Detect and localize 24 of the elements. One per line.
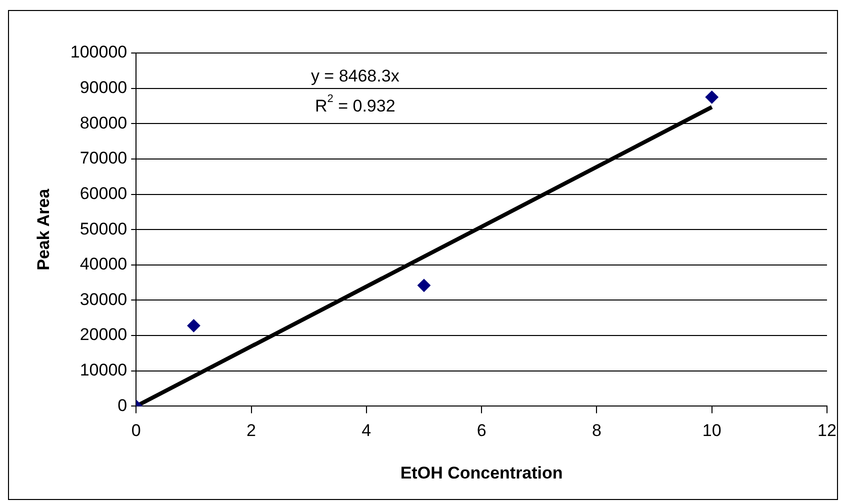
x-tick-label: 2: [246, 421, 256, 440]
x-tick-label: 0: [131, 421, 141, 440]
annotation: y = 8468.3x: [310, 66, 400, 86]
y-tick-label: 20000: [80, 325, 128, 344]
y-tick-label: 90000: [80, 78, 128, 98]
x-axis-title: EtOH Concentration: [400, 463, 563, 482]
y-tick-label: 60000: [80, 184, 128, 203]
y-axis-title: Peak Area: [34, 188, 53, 270]
point: [187, 319, 200, 332]
y-tick-label: 30000: [80, 290, 128, 309]
y-tick-label: 10000: [80, 360, 128, 380]
x-tick-label: 10: [702, 421, 722, 440]
y-tick-label: 80000: [80, 113, 128, 132]
x-tick-label: 12: [818, 421, 836, 440]
point: [417, 278, 430, 292]
point: [705, 90, 718, 104]
y-tick-label: 70000: [80, 148, 128, 168]
y-tick-label: 100000: [70, 42, 128, 62]
x-tick-label: 6: [476, 421, 486, 440]
y-tick-label: 50000: [80, 219, 128, 238]
x-tick-label: 8: [592, 421, 602, 440]
y-tick-label: 40000: [80, 254, 128, 274]
y-tick-label: 0: [118, 396, 128, 415]
x-tick-label: 4: [362, 421, 372, 440]
